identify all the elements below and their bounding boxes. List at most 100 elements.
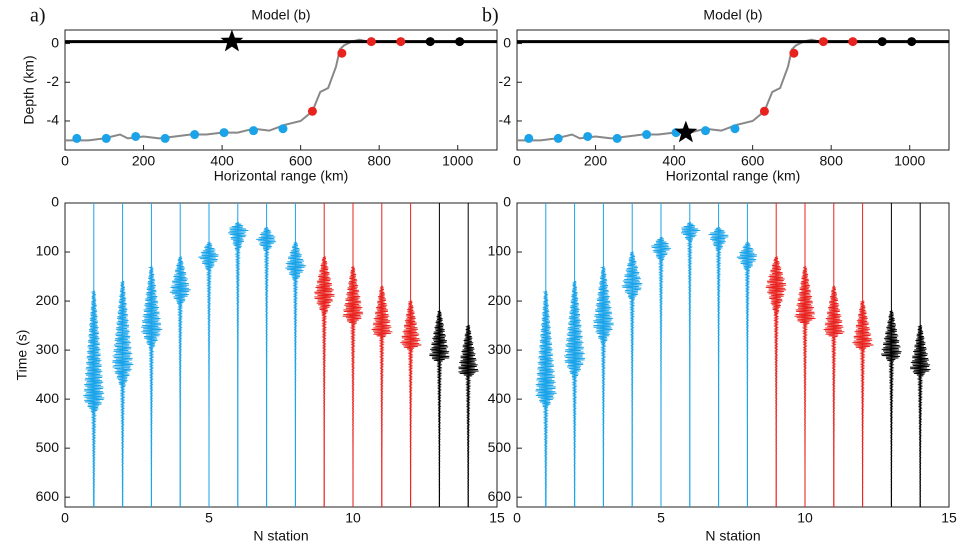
seismogram-trace [765,256,787,507]
seismogram-trace [535,290,557,507]
x-tick-label: 0 [61,153,69,169]
y-tick-label: 200 [488,292,512,308]
seismogram-trace [681,222,701,507]
x-axis-label: Horizontal range (km) [214,168,349,184]
seismogram-trace [314,256,335,507]
y-tick-label: -2 [499,73,512,89]
station [307,106,317,116]
station [907,37,917,47]
seismogram-trace [112,281,134,507]
y-tick-label: 400 [36,390,60,406]
axes-frame [516,202,950,508]
x-tick-label: 200 [132,153,156,169]
seismogram-trace [342,266,364,507]
seismogram-trace [169,256,191,507]
x-tick-label: 0 [61,510,69,526]
x-tick-label: 600 [741,153,765,169]
seismogram-trace [593,266,614,507]
seismogram-trace [909,325,931,508]
seismogram-trace [880,310,902,507]
x-tick-label: 800 [368,153,392,169]
station [278,124,288,134]
y-tick-label: 300 [36,341,60,357]
seismogram-trace [736,241,757,507]
station [337,48,347,58]
axes-frame [64,202,498,508]
station [190,130,200,140]
station [160,133,170,143]
station [396,37,406,47]
y-tick-label: 0 [503,194,511,210]
seismogram-trace [651,236,672,507]
seismogram-trace [852,300,874,507]
seismogram-trace [198,241,219,507]
seismogram-trace [458,325,479,508]
panel-label: a) [30,5,46,27]
x-axis-label: N station [253,528,308,544]
y-tick-label: 600 [36,488,60,504]
y-axis-label: Depth (km) [21,55,37,124]
seismogram-trace [400,300,422,507]
y-tick-label: -2 [47,73,60,89]
x-tick-label: 5 [205,510,213,526]
y-tick-label: 100 [36,243,60,259]
station [249,126,259,136]
station [877,37,887,47]
y-tick-label: 500 [488,439,512,455]
seismogram-trace [429,310,450,507]
station [131,131,141,141]
seismogram-trace [285,241,306,507]
x-tick-label: 0 [513,510,521,526]
station [848,37,858,47]
seismogram-trace [564,281,586,507]
station [642,130,652,140]
station [101,133,111,143]
bathymetry-profile [517,38,949,142]
chart-title: Model (b) [703,7,762,23]
station [366,37,376,47]
x-tick-label: 10 [797,510,813,526]
station [425,37,435,47]
x-tick-label: 15 [489,510,505,526]
y-tick-label: 600 [488,488,512,504]
station [455,37,465,47]
y-tick-label: 0 [51,34,59,50]
station [553,133,563,143]
seismogram-trace [621,251,643,507]
y-tick-label: -4 [47,112,60,128]
station [72,133,82,143]
seismogram-trace [141,266,163,507]
seismogram-trace [256,227,277,507]
x-tick-label: 400 [210,153,234,169]
station [524,133,534,143]
y-tick-label: 0 [503,34,511,50]
x-tick-label: 15 [941,510,957,526]
x-tick-label: 600 [289,153,313,169]
y-tick-label: 100 [488,243,512,259]
y-axis-label: Time (s) [14,330,30,381]
station [219,128,229,138]
station [730,124,740,134]
y-tick-label: 500 [36,439,60,455]
x-tick-label: 400 [662,153,686,169]
x-tick-label: 0 [513,153,521,169]
seismogram-trace [371,285,393,507]
y-tick-label: 0 [51,194,59,210]
y-tick-label: 300 [488,341,512,357]
x-tick-label: 5 [657,510,665,526]
axes-frame [64,29,498,151]
source-star [220,29,244,52]
axes-frame [516,29,950,151]
seismogram-trace [83,290,105,507]
y-tick-label: 200 [36,292,60,308]
x-tick-label: 800 [820,153,844,169]
chart-title: Model (b) [251,7,310,23]
source-star [674,120,698,143]
x-tick-label: 1000 [442,153,473,169]
seismogram-trace [228,222,249,507]
panel-label: b) [482,5,499,27]
x-axis-label: Horizontal range (km) [666,168,801,184]
x-tick-label: 200 [584,153,608,169]
y-tick-label: 400 [488,390,512,406]
